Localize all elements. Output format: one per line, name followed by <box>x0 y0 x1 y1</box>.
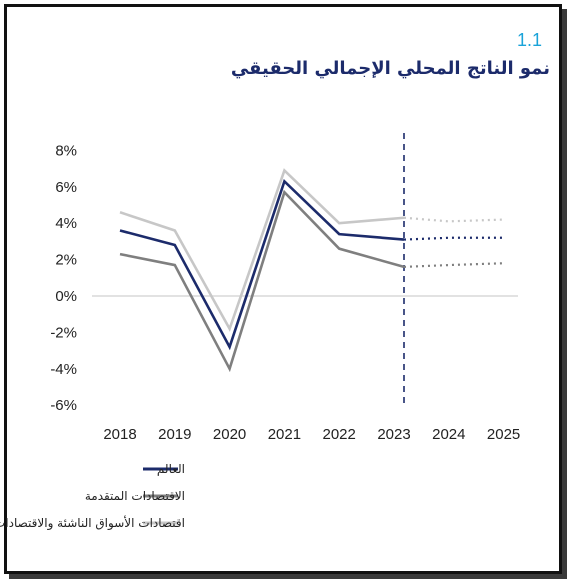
legend-label: الاقتصادات المتقدمة <box>85 489 185 503</box>
series-actual-line <box>119 189 405 373</box>
series-actual-line <box>119 168 405 332</box>
series-line <box>119 189 504 373</box>
series-line <box>119 168 504 332</box>
x-tick-label: 2025 <box>487 426 520 443</box>
series-projection-line <box>403 262 504 268</box>
x-tick-label: 2021 <box>268 426 301 443</box>
y-tick-label: 0% <box>55 288 77 305</box>
axis-layer: 8% 6% 4% 2% 0% -2% -4% -6% 2018 2019 2020 2021 2022 2… <box>50 133 520 443</box>
x-tick-label: 2022 <box>323 426 356 443</box>
x-tick-label: 2024 <box>432 426 465 443</box>
figure-frame <box>4 4 562 574</box>
legend-item: الاقتصادات المتقدمة <box>85 489 185 503</box>
legend-label: العالم <box>157 462 185 476</box>
series-actual-line <box>119 178 405 351</box>
y-tick-label: -6% <box>50 397 77 414</box>
series-projection-line <box>403 236 504 241</box>
series-line <box>119 178 504 351</box>
legend-label: اقتصادات الأسواق الناشئة والاقتصادات الن… <box>0 515 185 531</box>
series-projection-line <box>403 216 504 223</box>
legend-item: اقتصادات الأسواق الناشئة والاقتصادات الن… <box>0 515 185 531</box>
x-tick-label: 2020 <box>213 426 246 443</box>
figure-number: 1.1 <box>516 30 542 50</box>
y-tick-label: 2% <box>55 252 77 269</box>
x-tick-label: 2023 <box>377 426 410 443</box>
series-layer <box>119 168 504 373</box>
y-tick-label: 4% <box>55 215 77 232</box>
legend-layer: العالم الاقتصادات المتقدمة اقتصادات الأسوا… <box>0 462 185 531</box>
y-tick-label: 8% <box>55 142 77 159</box>
x-tick-label: 2018 <box>103 426 136 443</box>
y-tick-label: -2% <box>50 324 77 341</box>
y-tick-label: -4% <box>50 361 77 378</box>
figure-title: نمو الناتج المحلي الإجمالي الحقيقي <box>230 58 550 79</box>
legend-item: العالم <box>143 462 185 476</box>
y-tick-label: 6% <box>55 179 77 196</box>
x-tick-label: 2019 <box>158 426 191 443</box>
